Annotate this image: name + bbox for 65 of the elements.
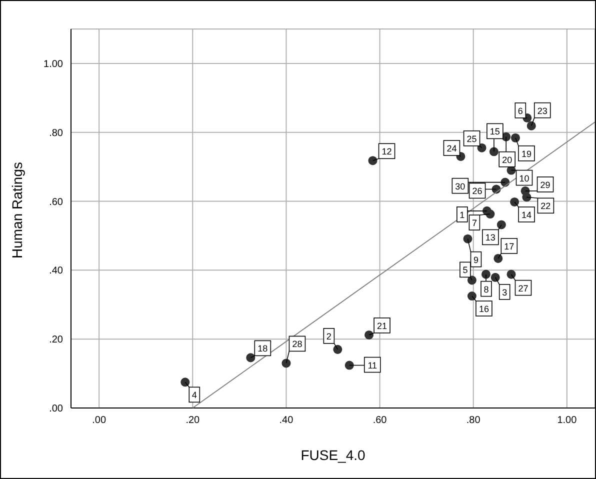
point xyxy=(467,276,476,285)
point xyxy=(510,197,520,206)
annotation: 20 xyxy=(502,154,512,165)
x-tick-label: .80 xyxy=(466,415,481,426)
annotation: 25 xyxy=(466,134,477,144)
point xyxy=(526,121,536,130)
y-tick-label: .40 xyxy=(49,266,64,277)
point xyxy=(282,358,291,368)
annotation: 29 xyxy=(540,180,550,190)
point xyxy=(494,254,503,263)
annotation: 11 xyxy=(368,360,378,370)
y-tick-label: .80 xyxy=(49,128,64,139)
point xyxy=(463,234,472,244)
point xyxy=(180,378,190,387)
annotation: 2 xyxy=(326,331,332,342)
y-tick-label: 1.00 xyxy=(44,59,64,70)
annotation: 6 xyxy=(518,106,523,116)
point xyxy=(510,133,520,142)
annotation: 24 xyxy=(446,143,457,154)
annotation: 7 xyxy=(472,218,477,228)
point xyxy=(481,270,491,279)
x-tick-label: .00 xyxy=(92,415,106,426)
annotation: 3 xyxy=(502,287,508,298)
point xyxy=(489,147,498,156)
annotation: 13 xyxy=(485,232,496,243)
annotation: 19 xyxy=(521,148,532,159)
y-axis-title: Human Ratings xyxy=(8,162,25,258)
annotation: 1 xyxy=(460,210,465,220)
annotation: 5 xyxy=(462,265,468,276)
annotation: 21 xyxy=(377,320,388,331)
point xyxy=(490,272,500,282)
point xyxy=(368,156,378,166)
point xyxy=(364,330,374,340)
point xyxy=(520,186,530,196)
annotation: 16 xyxy=(478,304,489,314)
point xyxy=(246,353,256,362)
x-tick-label: .40 xyxy=(279,415,294,426)
annotation: 10 xyxy=(519,173,530,184)
x-axis-title: FUSE_4.0 xyxy=(300,447,366,463)
annotation: 18 xyxy=(258,344,268,354)
annotation: 14 xyxy=(522,210,532,220)
point xyxy=(467,292,476,301)
annotation: 9 xyxy=(473,254,478,265)
x-tick-label: .20 xyxy=(186,415,200,426)
point xyxy=(506,270,516,279)
annotation: 26 xyxy=(472,186,482,196)
point xyxy=(486,210,495,219)
point xyxy=(344,360,354,370)
y-tick-label: .60 xyxy=(49,196,64,208)
y-tick-label: .20 xyxy=(49,334,64,346)
point xyxy=(333,344,342,354)
annotation: 23 xyxy=(537,106,548,116)
point xyxy=(496,220,506,230)
y-tick-label: .00 xyxy=(49,404,64,415)
annotation: 22 xyxy=(540,201,551,212)
x-tick-label: 1.00 xyxy=(557,415,578,426)
annotation: 4 xyxy=(192,390,197,400)
annotation: 30 xyxy=(455,181,466,192)
annotation: 27 xyxy=(518,283,528,294)
annotation: 15 xyxy=(490,126,500,137)
annotation: 12 xyxy=(382,146,392,157)
annotation: 28 xyxy=(292,339,302,350)
annotation: 8 xyxy=(484,284,489,294)
x-tick-label: .60 xyxy=(372,415,388,426)
annotation: 17 xyxy=(504,241,514,252)
